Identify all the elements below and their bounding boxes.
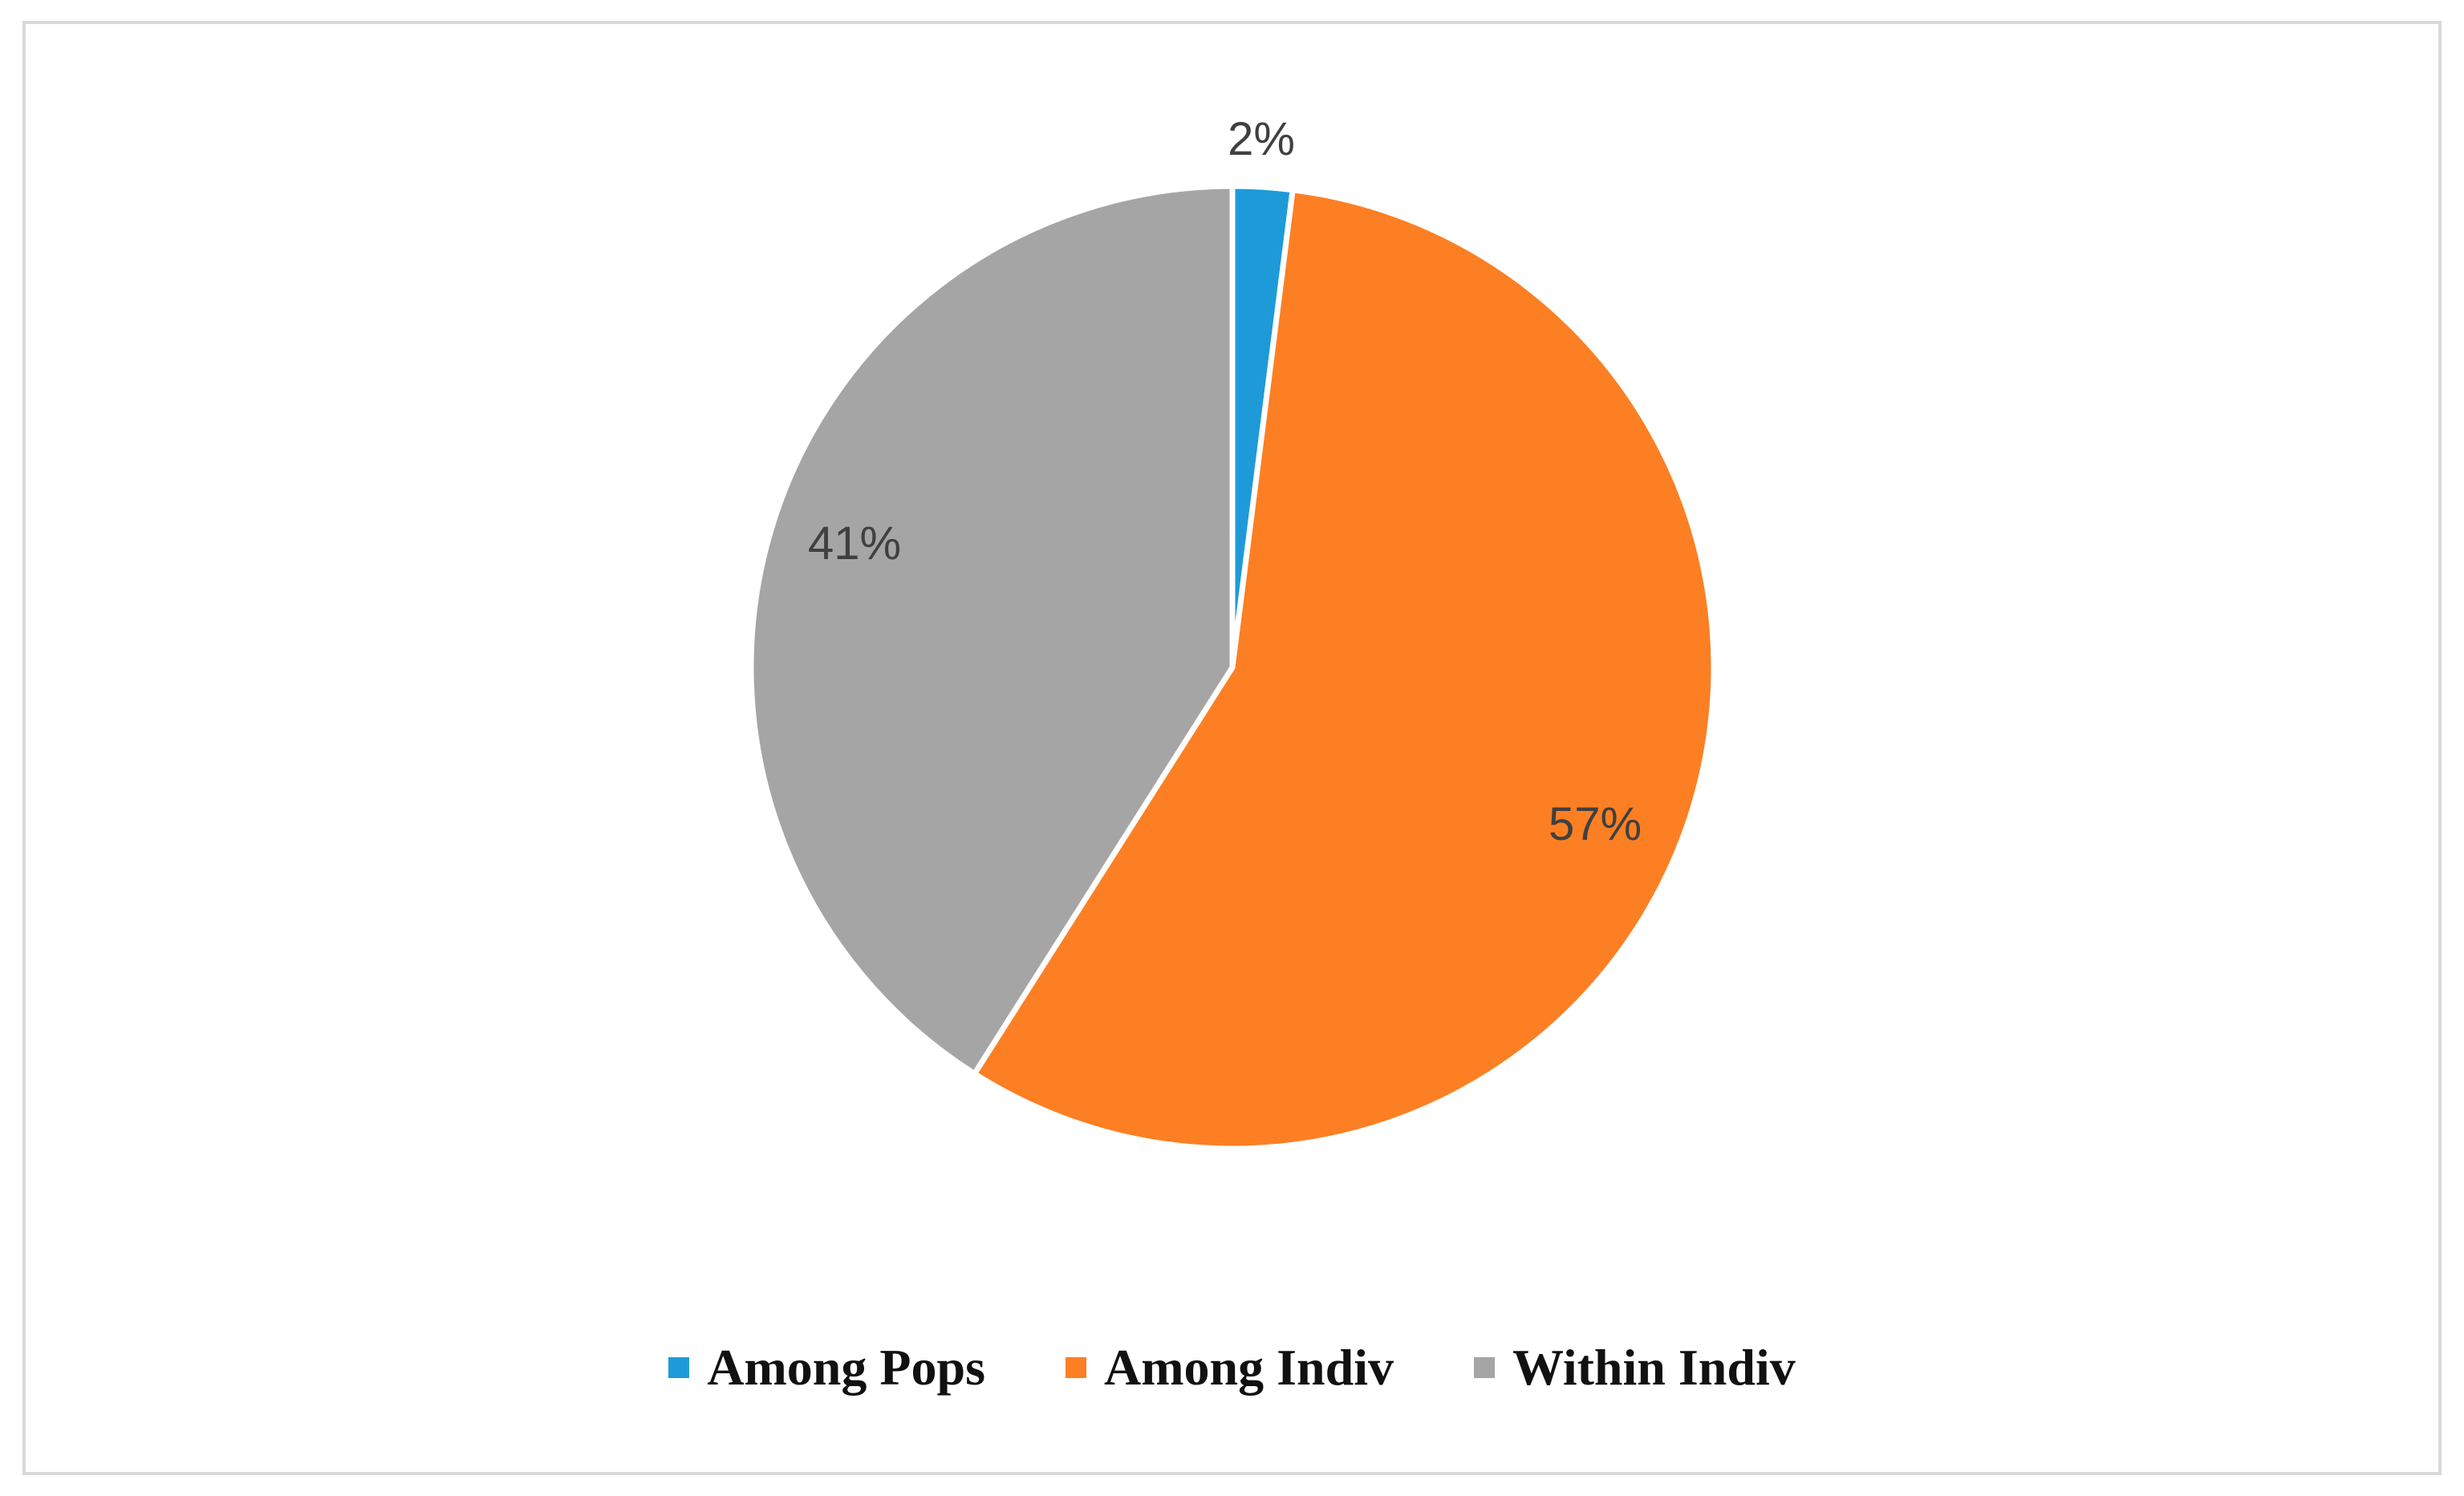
slice-among-indiv: [972, 187, 1717, 1152]
legend-swatch-within-indiv: [1473, 1357, 1495, 1378]
legend-item-within-indiv: Within Indiv: [1473, 1338, 1796, 1397]
legend-swatch-among-indiv: [1065, 1357, 1086, 1378]
legend-swatch-among-pops: [668, 1357, 690, 1378]
slice-within-indiv: [748, 183, 1236, 1077]
legend-label-among-pops: Among Pops: [707, 1339, 985, 1396]
pie-labels: 2% 57% 41%: [808, 113, 1642, 850]
slice-label-within-indiv: 41%: [808, 517, 901, 570]
pie-slices: [748, 183, 1717, 1152]
legend-label-among-indiv: Among Indiv: [1103, 1339, 1394, 1396]
slice-label-among-pops: 2%: [1228, 113, 1295, 165]
slice-label-among-indiv: 57%: [1549, 798, 1642, 850]
legend-label-within-indiv: Within Indiv: [1512, 1339, 1796, 1396]
legend-item-among-indiv: Among Indiv: [1065, 1338, 1394, 1397]
legend: Among Pops Among Indiv Within Indiv: [0, 1338, 2464, 1397]
legend-item-among-pops: Among Pops: [668, 1338, 985, 1397]
